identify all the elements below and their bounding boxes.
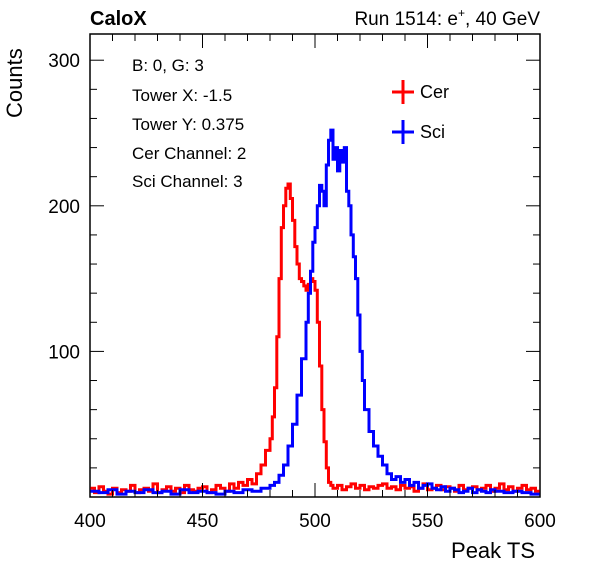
x-tick-label-400: 400 (74, 511, 106, 532)
header-right-prefix: Run 1514: e (354, 9, 458, 30)
header-title-right: Run 1514: e+, 40 GeV (354, 6, 540, 30)
legend-label-sci: Sci (420, 122, 445, 142)
x-tick-label-450: 450 (187, 511, 219, 532)
header-right-superscript: + (458, 6, 465, 20)
info-box-background (122, 48, 277, 196)
x-tick-label-500: 500 (299, 511, 331, 532)
y-tick-label-200: 200 (48, 197, 80, 218)
legend-label-cer: Cer (420, 82, 449, 102)
y-tick-label-300: 300 (48, 51, 80, 72)
legend: Cer Sci (392, 80, 449, 144)
info-line-board: B: 0, G: 3 (132, 56, 204, 75)
info-line-tower-x: Tower X: -1.5 (132, 86, 232, 105)
ticks-group: 400 450 500 550 600 100 200 300 (48, 34, 556, 532)
x-axis-title: Peak TS (451, 538, 535, 563)
legend-marker-sci (392, 120, 414, 144)
x-tick-label-600: 600 (524, 511, 556, 532)
y-axis-title: Counts (2, 48, 27, 118)
y-tick-label-100: 100 (48, 342, 80, 363)
legend-marker-cer (392, 80, 414, 104)
info-box: B: 0, G: 3 Tower X: -1.5 Tower Y: 0.375 … (122, 48, 277, 196)
info-line-cer-channel: Cer Channel: 2 (132, 144, 246, 163)
x-tick-label-550: 550 (412, 511, 444, 532)
header-right-suffix: , 40 GeV (465, 9, 540, 30)
info-line-sci-channel: Sci Channel: 3 (132, 172, 243, 191)
info-line-tower-y: Tower Y: 0.375 (132, 115, 244, 134)
header-title-left: CaloX (90, 8, 147, 30)
